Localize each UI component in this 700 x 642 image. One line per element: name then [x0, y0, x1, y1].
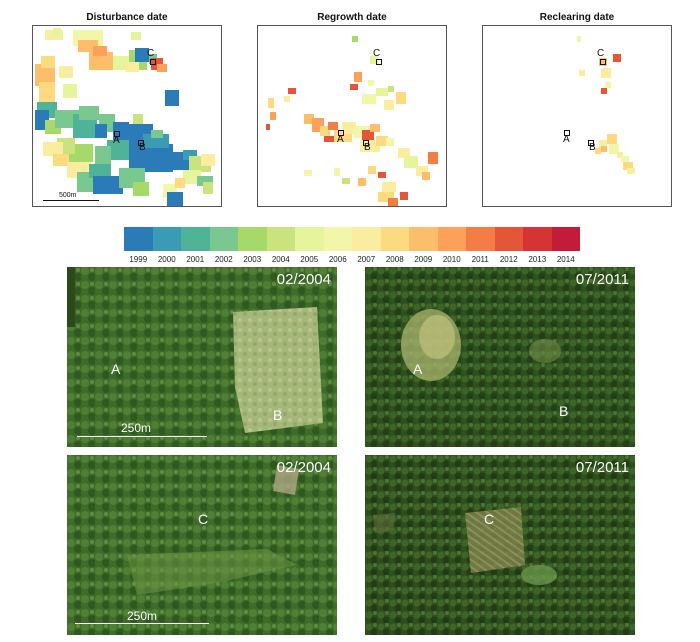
marker-c-box — [600, 59, 606, 65]
legend-year-2012: 2012 — [499, 255, 518, 264]
point-c-label: C — [198, 511, 209, 527]
legend-year-2005: 2005 — [300, 255, 319, 264]
legend-swatch-2005 — [295, 227, 324, 251]
legend-swatch-2014 — [551, 227, 580, 251]
marker-b-box — [588, 140, 594, 146]
legend-swatch-2013 — [523, 227, 552, 251]
aerial-photo-2004-ab: 02/2004 A B 250m — [67, 267, 337, 447]
legend-year-2007: 2007 — [357, 255, 376, 264]
regrowth-pixels — [266, 36, 438, 206]
scale-label: 250m — [127, 609, 158, 623]
scale-bar — [77, 436, 207, 437]
marker-c-box — [376, 59, 382, 65]
legend-year-2010: 2010 — [442, 255, 461, 264]
scale-bar — [75, 623, 209, 624]
marker-b-label: B — [589, 142, 596, 153]
marker-b-box — [138, 140, 144, 146]
marker-c-label: C — [373, 48, 381, 59]
forest-imagery — [365, 455, 635, 635]
point-c-label: C — [484, 511, 495, 527]
legend-year-2013: 2013 — [528, 255, 547, 264]
aerial-photo-2004-c: 02/2004 C 250m — [67, 455, 337, 635]
legend-swatch-2000 — [152, 227, 181, 251]
marker-c-box — [150, 59, 156, 65]
reclearing-date-map: C A B — [482, 25, 672, 207]
legend-swatch-2004 — [266, 227, 295, 251]
legend-year-2008: 2008 — [385, 255, 404, 264]
photo-date: 02/2004 — [276, 459, 331, 476]
forest-imagery — [67, 267, 337, 447]
legend-swatch-2001 — [181, 227, 210, 251]
legend-year-1999: 1999 — [129, 255, 148, 264]
legend-year-2014: 2014 — [556, 255, 575, 264]
point-a-label: A — [413, 361, 423, 377]
marker-b-box — [363, 140, 369, 146]
scale-label: 500m — [59, 192, 77, 199]
forest-imagery — [365, 267, 635, 447]
photo-date: 02/2004 — [276, 271, 331, 288]
marker-a-label: A — [113, 135, 120, 146]
marker-c-label: C — [147, 48, 155, 59]
marker-b-label: B — [364, 142, 371, 153]
legend-year-2002: 2002 — [214, 255, 233, 264]
legend-year-2003: 2003 — [243, 255, 262, 264]
legend-year-2009: 2009 — [414, 255, 433, 264]
reclearing-pixels — [577, 36, 635, 174]
scale-bar — [43, 200, 99, 201]
marker-a-label: A — [563, 134, 570, 145]
legend-year-2001: 2001 — [186, 255, 205, 264]
legend-year-2004: 2004 — [271, 255, 290, 264]
point-b-label: B — [273, 407, 283, 423]
disturbance-pixels — [35, 28, 215, 206]
scale-label: 250m — [121, 421, 152, 435]
legend-swatch-2008 — [380, 227, 409, 251]
legend-swatch-2002 — [209, 227, 238, 251]
regrowth-map-title: Regrowth date — [317, 12, 387, 23]
photo-date: 07/2011 — [575, 271, 629, 288]
point-a-label: A — [111, 361, 121, 377]
legend-swatch-1999 — [124, 227, 153, 251]
marker-a-box — [564, 130, 570, 136]
aerial-photo-2011-ab: 07/2011 A B — [365, 267, 635, 447]
legend-swatch-2006 — [323, 227, 352, 251]
photo-date: 07/2011 — [575, 459, 629, 476]
regrowth-date-map: C A B — [257, 25, 447, 207]
marker-a-box — [114, 131, 120, 137]
forest-imagery — [67, 455, 337, 635]
legend-swatch-2007 — [352, 227, 381, 251]
legend-swatch-2011 — [466, 227, 495, 251]
marker-b-label: B — [139, 142, 146, 153]
legend-swatch-2010 — [437, 227, 466, 251]
marker-c-label: C — [597, 48, 605, 59]
marker-a-label: A — [337, 134, 344, 145]
marker-a-box — [338, 130, 344, 136]
year-color-legend — [124, 227, 580, 251]
aerial-photo-2011-c: 07/2011 C — [365, 455, 635, 635]
disturbance-date-map: C A B 500m — [32, 25, 222, 207]
legend-year-2000: 2000 — [157, 255, 176, 264]
legend-swatch-2012 — [494, 227, 523, 251]
legend-year-2006: 2006 — [328, 255, 347, 264]
disturbance-map-title: Disturbance date — [86, 12, 168, 23]
legend-swatch-2009 — [409, 227, 438, 251]
year-legend-labels: 1999 2000 2001 2002 2003 2004 2005 2006 2007 2008… — [124, 255, 580, 264]
legend-year-2011: 2011 — [471, 255, 489, 264]
legend-swatch-2003 — [238, 227, 267, 251]
point-b-label: B — [559, 403, 569, 419]
reclearing-map-title: Reclearing date — [539, 12, 615, 23]
